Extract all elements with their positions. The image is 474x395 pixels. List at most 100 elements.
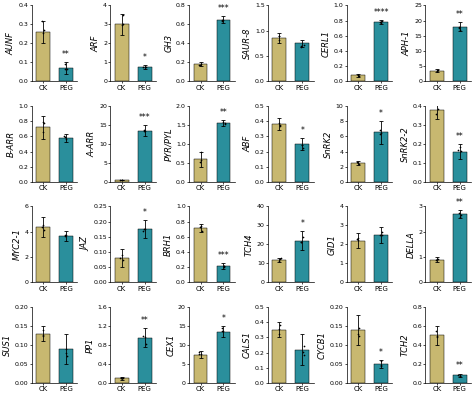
Point <box>61 66 69 72</box>
Bar <box>273 124 286 182</box>
Point <box>219 17 227 24</box>
Point <box>220 263 228 269</box>
Point <box>275 32 283 39</box>
Point <box>142 341 150 347</box>
Text: *: * <box>379 348 383 357</box>
Y-axis label: GID1: GID1 <box>328 234 337 255</box>
Y-axis label: CYCB1: CYCB1 <box>318 331 327 359</box>
Bar <box>351 330 365 383</box>
Text: **: ** <box>141 316 148 325</box>
Bar <box>36 227 50 282</box>
Bar <box>273 260 286 282</box>
Point <box>378 232 386 238</box>
Point <box>39 129 46 135</box>
Bar <box>115 258 128 282</box>
Point <box>300 342 307 349</box>
Bar <box>193 64 208 81</box>
Point <box>197 224 204 231</box>
Text: *: * <box>143 53 146 62</box>
Y-axis label: B-ARR: B-ARR <box>7 131 16 157</box>
Y-axis label: PYR/PYL: PYR/PYL <box>164 127 173 161</box>
Point <box>119 21 127 27</box>
Point <box>275 37 283 43</box>
Y-axis label: SAUR-8: SAUR-8 <box>243 28 252 59</box>
Y-axis label: TCH2: TCH2 <box>401 334 410 356</box>
Bar <box>453 214 466 282</box>
Bar <box>430 71 444 81</box>
Point <box>353 159 361 165</box>
Point <box>434 105 442 112</box>
Point <box>63 136 70 142</box>
Point <box>355 160 362 166</box>
Point <box>377 130 384 137</box>
Y-axis label: CEX1: CEX1 <box>166 334 175 356</box>
Point <box>195 351 203 357</box>
Point <box>355 161 363 167</box>
Bar <box>453 26 466 81</box>
Bar <box>138 131 152 182</box>
Point <box>39 327 47 333</box>
Point <box>196 159 204 165</box>
Point <box>117 375 125 382</box>
Point <box>218 328 226 335</box>
Point <box>219 119 227 125</box>
Point <box>139 228 147 235</box>
Point <box>221 120 229 127</box>
Point <box>39 222 47 228</box>
Point <box>39 30 47 37</box>
Point <box>376 126 384 133</box>
Point <box>220 263 228 269</box>
Point <box>297 43 305 49</box>
Point <box>433 333 441 339</box>
Bar <box>351 163 365 182</box>
Point <box>197 149 205 155</box>
Point <box>277 256 284 262</box>
Text: ***: *** <box>139 113 150 122</box>
Text: **: ** <box>456 10 464 19</box>
Point <box>455 147 462 153</box>
Point <box>298 239 305 246</box>
Point <box>378 18 386 24</box>
Bar <box>115 24 128 81</box>
Point <box>39 332 47 338</box>
Point <box>354 235 361 241</box>
Text: **: ** <box>456 132 464 141</box>
Point <box>276 123 283 129</box>
Y-axis label: AUNF: AUNF <box>7 32 16 55</box>
Point <box>118 252 126 258</box>
Point <box>457 213 465 219</box>
Point <box>38 224 46 231</box>
Point <box>39 119 46 125</box>
Point <box>456 144 464 150</box>
Bar <box>59 138 73 182</box>
Bar <box>430 260 444 282</box>
Point <box>276 122 283 128</box>
Bar <box>217 123 230 182</box>
Point <box>275 331 283 337</box>
Point <box>297 239 305 245</box>
Point <box>433 328 440 334</box>
Point <box>64 66 71 72</box>
Y-axis label: APH-1: APH-1 <box>402 31 411 56</box>
Bar <box>115 180 128 182</box>
Text: **: ** <box>62 50 70 59</box>
Y-axis label: BRH1: BRH1 <box>164 233 173 256</box>
Bar <box>217 20 230 81</box>
Point <box>218 17 226 23</box>
Point <box>434 99 442 105</box>
Point <box>197 351 205 357</box>
Point <box>433 333 440 340</box>
Point <box>221 120 228 126</box>
Point <box>355 325 363 331</box>
Point <box>117 177 124 183</box>
Point <box>376 131 383 137</box>
Point <box>432 111 440 117</box>
Point <box>39 333 47 339</box>
Point <box>378 361 385 368</box>
Point <box>275 258 283 264</box>
Text: *: * <box>143 208 146 217</box>
Point <box>354 331 361 337</box>
Point <box>61 232 69 239</box>
Bar <box>115 378 128 383</box>
Point <box>62 134 69 140</box>
